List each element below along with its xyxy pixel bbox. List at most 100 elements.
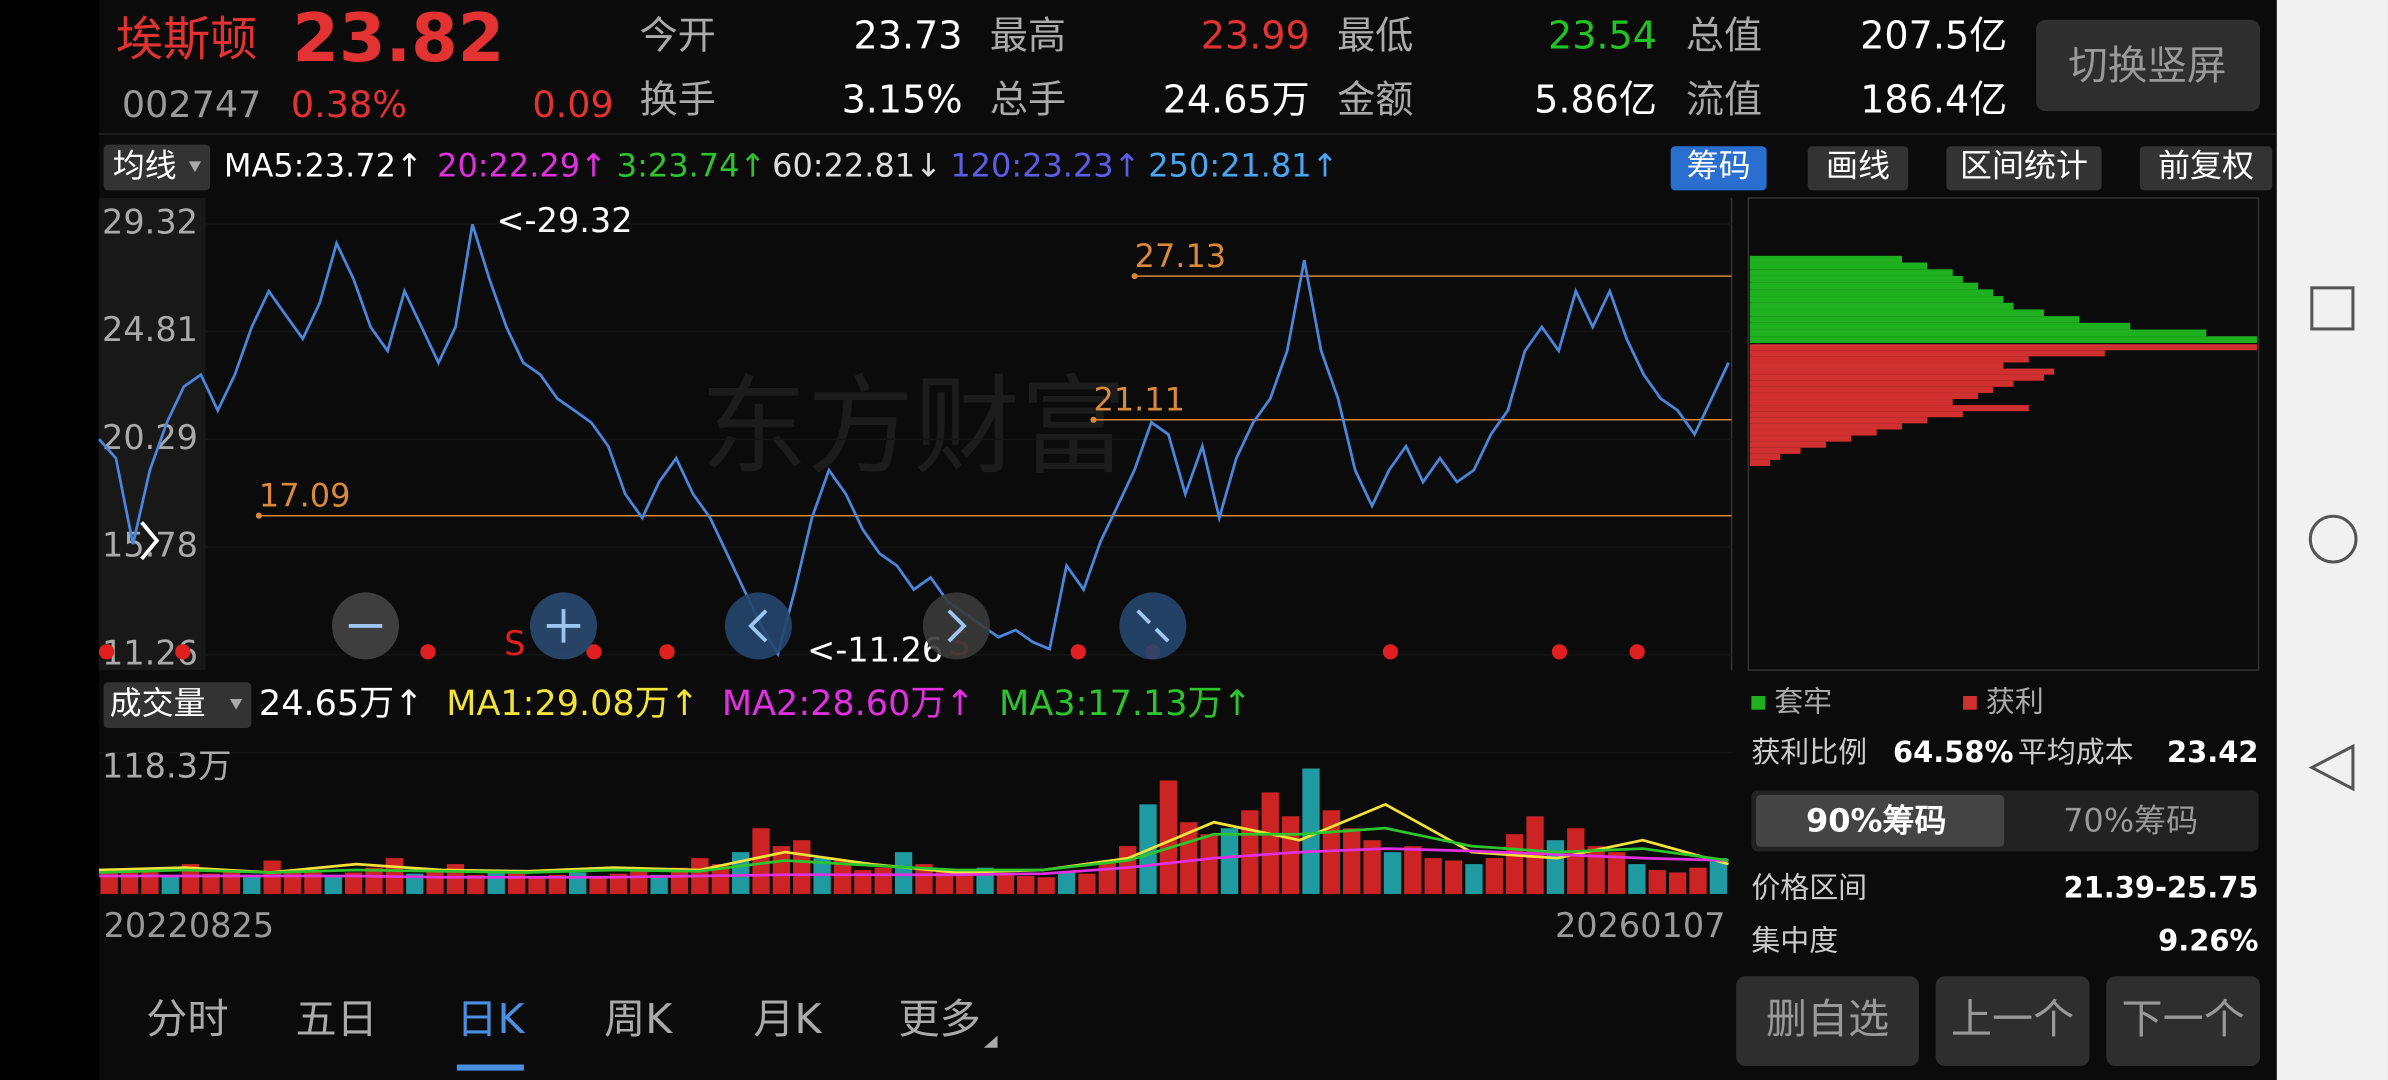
signal-dot	[1629, 644, 1645, 660]
volume-bar	[344, 872, 363, 894]
volume-bar	[731, 852, 750, 894]
volume-bar	[1302, 768, 1320, 894]
stock-price: 23.82	[292, 0, 504, 77]
volume-bar	[874, 867, 892, 894]
tool-button[interactable]	[1807, 146, 1909, 191]
chip-trapped	[1749, 316, 2080, 323]
expand-arrow[interactable]	[140, 521, 160, 561]
chip-trapped	[1749, 255, 1903, 263]
avg-value: 23.42	[2167, 735, 2258, 769]
chip-panel	[1747, 197, 2260, 671]
tool-button[interactable]	[2139, 146, 2273, 191]
zoom-control[interactable]	[922, 592, 990, 660]
tool-label[interactable]: 区间统计	[1960, 147, 2088, 185]
control-icon	[748, 609, 768, 643]
chip-tab[interactable]: 90%筹码	[1806, 801, 1946, 839]
ma-item: 120:23.23↑	[950, 147, 1140, 185]
volume-bar	[324, 876, 342, 894]
volume-bar	[1220, 828, 1239, 894]
action-button[interactable]	[1935, 976, 2090, 1067]
volume-bar	[1057, 872, 1076, 894]
action-button[interactable]	[2106, 976, 2261, 1067]
action-label[interactable]: 下一个	[2121, 995, 2244, 1043]
scroll-zone	[99, 197, 206, 671]
ma-item: MA5:23.72↑	[224, 147, 423, 185]
volume-bar	[283, 872, 302, 894]
volume-bar	[1363, 840, 1381, 894]
stat-value: 3.15%	[842, 78, 963, 122]
ma-item: 60:22.81↓	[772, 147, 942, 185]
chip-profit	[1749, 411, 1963, 418]
chip-profit	[1749, 368, 2055, 375]
signal-dot	[1551, 644, 1568, 660]
action-label[interactable]: 删自选	[1766, 995, 1889, 1043]
conc-label: 集中度	[1751, 924, 1838, 958]
tool-button[interactable]	[1946, 146, 2102, 191]
signal-dot	[1070, 644, 1086, 660]
chip-tab-active[interactable]	[1755, 794, 2005, 847]
dropdown-caret	[229, 699, 243, 710]
signal-label: S	[504, 624, 525, 663]
tool-label[interactable]: 筹码	[1687, 147, 1751, 185]
tool-button[interactable]	[1670, 146, 1767, 191]
volume-bar	[833, 860, 852, 894]
zoom-control[interactable]	[724, 592, 792, 660]
ma-dropdown[interactable]	[103, 144, 211, 191]
range-label: 价格区间	[1751, 870, 1867, 904]
orientation-button[interactable]	[2036, 19, 2261, 112]
zoom-control[interactable]	[1119, 592, 1187, 660]
chip-profit	[1749, 417, 1928, 424]
control-icon	[947, 609, 967, 643]
period-tab[interactable]: 周K	[604, 995, 673, 1043]
chip-profit	[1749, 429, 1877, 436]
volume-bar	[1241, 810, 1259, 894]
ma-item: 20:22.29↑	[437, 147, 607, 185]
volume-ma-line	[98, 826, 1729, 874]
action-button[interactable]	[1736, 976, 1919, 1067]
period-tab[interactable]: 更多	[899, 995, 981, 1043]
volume-bar	[915, 864, 933, 894]
volume-bar	[894, 852, 913, 894]
chip-profit	[1749, 344, 2258, 351]
chip-profit	[1749, 405, 2029, 412]
volume-bar	[670, 867, 689, 894]
chip-profit	[1749, 386, 1994, 393]
chip-tab[interactable]: 70%筹码	[2063, 801, 2198, 839]
stat-label: 换手	[640, 78, 716, 122]
period-tab[interactable]: 五日	[295, 995, 377, 1043]
period-tab[interactable]: 分时	[146, 995, 228, 1043]
ma-dropdown-label: 均线	[113, 147, 177, 185]
stat-value: 5.86亿	[1534, 78, 1657, 122]
volume-bar	[1037, 877, 1055, 894]
volume-bar	[772, 846, 791, 894]
volume-bar	[548, 874, 566, 894]
volume-bar	[1485, 858, 1503, 894]
tool-label[interactable]: 前复权	[2158, 147, 2254, 185]
stock-code: 002747	[122, 83, 262, 126]
chip-profit	[1749, 380, 2014, 387]
period-tab[interactable]: 月K	[753, 995, 822, 1043]
volume-current: 24.65万↑	[259, 683, 424, 724]
volume-bar	[752, 828, 770, 894]
action-label[interactable]: 上一个	[1951, 995, 2074, 1043]
nav-home[interactable]	[2308, 514, 2358, 564]
tool-label[interactable]: 画线	[1826, 147, 1890, 185]
stock-name: 埃斯顿	[116, 13, 258, 68]
volume-bar	[1648, 870, 1666, 894]
range-value: 21.39-25.75	[2064, 870, 2259, 904]
volume-bar	[141, 867, 159, 894]
volume-ma-line	[99, 847, 1729, 879]
end-date: 20260107	[1555, 906, 1726, 945]
nav-recent[interactable]	[2310, 286, 2355, 331]
period-tab[interactable]: 日K	[456, 995, 525, 1043]
chip-trapped	[1749, 336, 2258, 343]
y-tick-label: 15.78	[102, 525, 198, 564]
nav-back[interactable]	[2308, 743, 2355, 792]
tab-underline	[456, 1064, 524, 1071]
volume-dropdown[interactable]	[103, 682, 252, 728]
volume-bar	[1281, 816, 1300, 894]
volume-dropdown-label: 成交量	[110, 684, 206, 722]
volume-bar	[1526, 816, 1544, 894]
volume-bar	[1404, 846, 1422, 894]
